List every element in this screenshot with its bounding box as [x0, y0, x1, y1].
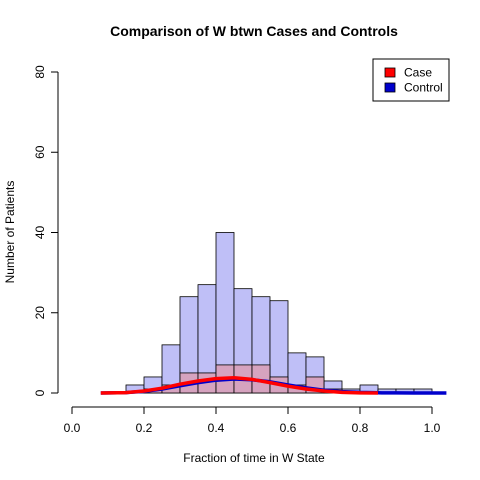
y-tick-label: 0 [33, 389, 47, 396]
x-tick-label: 1.0 [424, 421, 441, 435]
y-axis: 0 20 40 60 80 [33, 65, 59, 396]
legend-label-case: Case [404, 66, 432, 80]
y-tick-label: 40 [33, 226, 47, 240]
legend-swatch-case [384, 67, 396, 78]
case-density-curve [100, 376, 379, 395]
y-axis-label: Number of Patients [3, 181, 17, 284]
density-curves [100, 376, 447, 395]
x-tick-label: 0.8 [352, 421, 369, 435]
legend-swatch-control [384, 82, 396, 93]
y-tick-label: 20 [33, 306, 47, 320]
x-tick-label: 0.2 [136, 421, 153, 435]
legend-label-control: Control [404, 81, 443, 95]
x-tick-label: 0.6 [280, 421, 297, 435]
x-tick-label: 0.4 [208, 421, 225, 435]
y-tick-label: 60 [33, 145, 47, 159]
x-axis-label: Fraction of time in W State [183, 451, 325, 465]
control-bars [125, 232, 433, 394]
legend-box [372, 58, 450, 102]
x-axis: 0.0 0.2 0.4 0.6 0.8 1.0 [64, 406, 441, 435]
y-tick-label: 80 [33, 65, 47, 79]
chart-title: Comparison of W btwn Cases and Controls [110, 23, 398, 39]
x-tick-label: 0.0 [64, 421, 81, 435]
